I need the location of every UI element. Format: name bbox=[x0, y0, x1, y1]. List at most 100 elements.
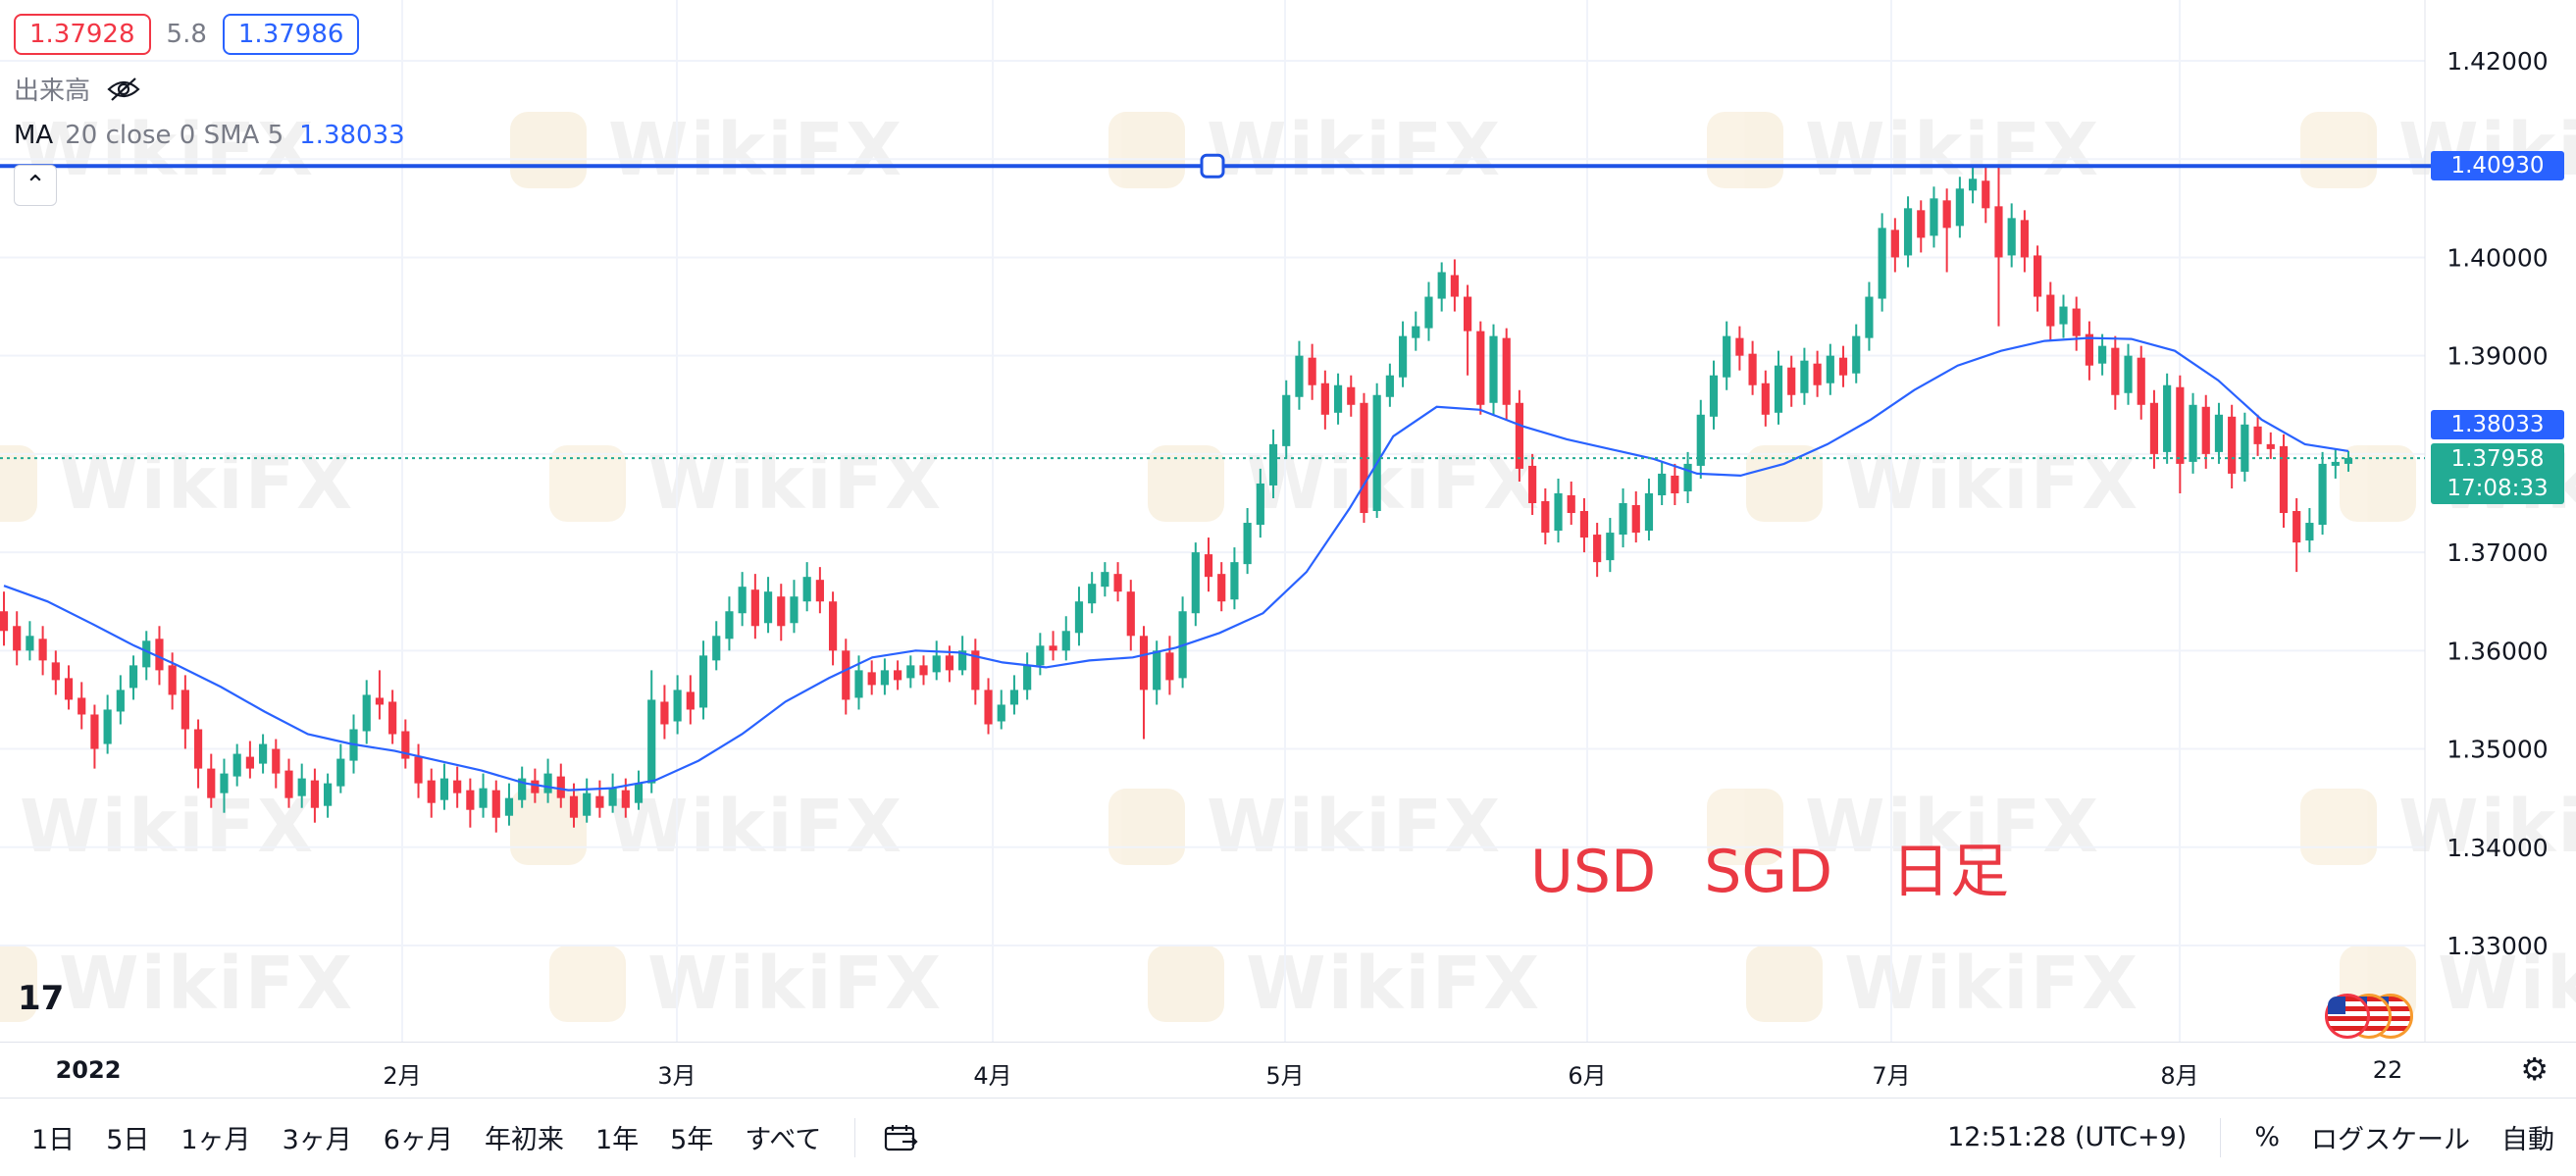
candle-down bbox=[621, 790, 630, 808]
range-1d-button[interactable]: 1日 bbox=[31, 1125, 76, 1155]
candle-up bbox=[1554, 492, 1563, 532]
range-5y-button[interactable]: 5年 bbox=[670, 1125, 714, 1155]
time-tick: 5月 bbox=[1265, 1062, 1305, 1090]
candle-down bbox=[1204, 554, 1213, 578]
candle-up bbox=[1930, 198, 1938, 236]
candle-down bbox=[414, 756, 423, 784]
candle-down bbox=[2046, 294, 2055, 327]
range-6m-button[interactable]: 6ヶ月 bbox=[383, 1125, 453, 1155]
log-scale-button[interactable]: ログスケール bbox=[2311, 1125, 2470, 1155]
chart-annotation[interactable]: USD SGD 日足 bbox=[1530, 838, 2010, 906]
candle-up bbox=[1061, 631, 1070, 651]
candle-down bbox=[971, 650, 980, 690]
candle-up bbox=[1398, 335, 1408, 378]
toolbar-divider bbox=[854, 1117, 856, 1157]
time-axis[interactable]: 2022 2月 3月 4月 5月 6月 7月 8月 22 bbox=[0, 1042, 2576, 1098]
candle-up bbox=[2163, 384, 2172, 452]
range-3m-button[interactable]: 3ヶ月 bbox=[282, 1125, 352, 1155]
candle-up bbox=[2305, 523, 2314, 541]
candle-down bbox=[686, 691, 695, 710]
price-tick-label: 1.39000 bbox=[2447, 342, 2548, 371]
candle-down bbox=[1994, 206, 2003, 258]
candle-up bbox=[802, 577, 811, 602]
candle-up bbox=[1865, 296, 1874, 338]
eye-off-icon[interactable] bbox=[106, 76, 141, 103]
candle-up bbox=[362, 694, 371, 732]
candle-down bbox=[945, 655, 954, 671]
candle-down bbox=[13, 626, 22, 651]
candle-down bbox=[453, 780, 462, 793]
range-all-button[interactable]: すべて bbox=[745, 1125, 822, 1155]
candle-up bbox=[698, 655, 708, 708]
candle-up bbox=[103, 709, 112, 744]
candle-up bbox=[439, 778, 449, 800]
price-tick-label: 1.34000 bbox=[2447, 834, 2548, 862]
settings-gear-icon[interactable]: ⚙ bbox=[2520, 1050, 2549, 1088]
time-tick: 2月 bbox=[383, 1062, 422, 1090]
candle-down bbox=[1464, 296, 1472, 332]
ma-params: 20 close 0 SMA 5 bbox=[65, 121, 284, 150]
auto-scale-button[interactable]: 自動 bbox=[2501, 1125, 2554, 1155]
candle-down bbox=[1631, 505, 1640, 534]
candle-up bbox=[1709, 375, 1719, 417]
candle-up bbox=[1489, 335, 1498, 403]
candle-down bbox=[2137, 357, 2145, 405]
candle-down bbox=[867, 672, 876, 686]
time-tick: 3月 bbox=[657, 1062, 696, 1090]
collapse-legend-button[interactable]: ⌃ bbox=[14, 165, 57, 206]
tradingview-logo[interactable]: 17 bbox=[18, 979, 65, 1018]
price-tick-label: 1.36000 bbox=[2447, 637, 2548, 665]
candle-up bbox=[673, 690, 682, 722]
candle-down bbox=[1049, 645, 1057, 651]
candle-up bbox=[1955, 188, 1964, 227]
candle-down bbox=[1671, 475, 1679, 493]
candle-down bbox=[1890, 230, 1899, 258]
range-5d-button[interactable]: 5日 bbox=[106, 1125, 150, 1155]
price-legend: 1.37928 5.8 1.37986 bbox=[14, 14, 360, 55]
price-tick-label: 1.35000 bbox=[2447, 736, 2548, 764]
candle-down bbox=[2279, 445, 2289, 514]
candle-up bbox=[1826, 355, 1834, 383]
candle-up bbox=[634, 783, 644, 803]
ma-legend[interactable]: MA 20 close 0 SMA 5 1.38033 bbox=[14, 121, 405, 150]
timezone-button[interactable]: 12:51:28 (UTC+9) bbox=[1947, 1122, 2188, 1152]
range-1y-button[interactable]: 1年 bbox=[594, 1125, 640, 1155]
candle-up bbox=[479, 788, 488, 808]
candle-down bbox=[38, 639, 47, 661]
candle-up bbox=[1619, 503, 1627, 536]
candle-up bbox=[932, 655, 941, 673]
candle-down bbox=[569, 795, 579, 818]
candle-down bbox=[660, 701, 669, 725]
candle-up bbox=[1424, 296, 1433, 329]
range-1m-button[interactable]: 1ヶ月 bbox=[180, 1125, 251, 1155]
bid-price[interactable]: 1.37928 bbox=[14, 14, 151, 55]
candle-down bbox=[284, 770, 293, 798]
candle-down bbox=[388, 701, 397, 735]
candle-up bbox=[725, 611, 734, 639]
time-tick: 4月 bbox=[973, 1062, 1012, 1090]
candle-up bbox=[1101, 572, 1109, 588]
candle-down bbox=[0, 611, 9, 632]
candle-down bbox=[828, 601, 838, 651]
candle-up bbox=[1696, 414, 1705, 466]
ma-price-label: 1.38033 bbox=[2431, 410, 2564, 439]
ask-price[interactable]: 1.37986 bbox=[222, 14, 360, 55]
calendar-goto-icon[interactable] bbox=[883, 1123, 918, 1152]
time-tick: 2022 bbox=[55, 1056, 122, 1084]
candle-up bbox=[543, 773, 552, 793]
candle-down bbox=[2176, 386, 2185, 464]
candle-up bbox=[142, 640, 151, 668]
range-ytd-button[interactable]: 年初来 bbox=[484, 1125, 564, 1155]
percent-scale-button[interactable]: % bbox=[2254, 1122, 2280, 1152]
candle-down bbox=[1787, 367, 1796, 395]
candle-up bbox=[1658, 473, 1667, 495]
candle-down bbox=[2034, 255, 2042, 297]
events-flags[interactable] bbox=[2325, 994, 2423, 1039]
bottom-toolbar: 1日 5日 1ヶ月 3ヶ月 6ヶ月 年初来 1年 5年 すべて 12:51:28… bbox=[0, 1098, 2576, 1176]
candle-up bbox=[1191, 552, 1200, 614]
candle-down bbox=[1735, 337, 1744, 356]
candle-down bbox=[1567, 494, 1575, 514]
candle-up bbox=[518, 778, 527, 800]
candle-down bbox=[1320, 383, 1329, 415]
